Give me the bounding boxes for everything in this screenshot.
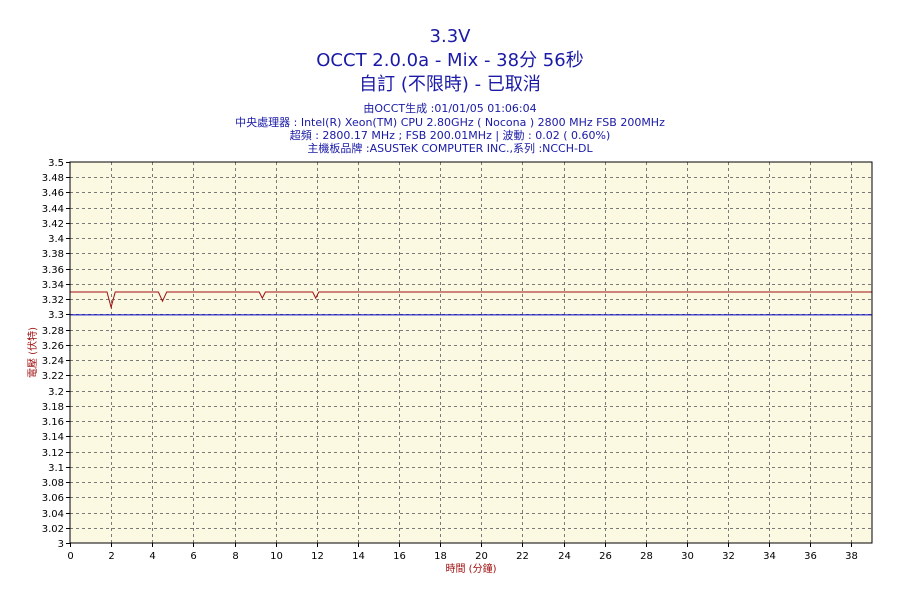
y-tick-label: 3.46 bbox=[42, 188, 64, 199]
y-tick-label: 3.24 bbox=[42, 356, 64, 367]
y-tick-label: 3.3 bbox=[48, 310, 64, 321]
x-tick-label: 10 bbox=[270, 551, 283, 562]
plot-area bbox=[70, 162, 872, 543]
x-tick-label: 24 bbox=[558, 551, 571, 562]
series-line-1 bbox=[70, 291, 872, 310]
x-axis-title: 時間 (分鐘) bbox=[446, 562, 497, 575]
x-axis: 0 2 4 6 8 10 12 14 16 18 20 22 24 26 28 30 32 34 36 38 bbox=[67, 543, 858, 562]
y-tick-label: 3.4 bbox=[48, 234, 64, 245]
y-tick-label: 3.22 bbox=[42, 371, 64, 382]
y-axis: 3 3.02 3.04 3.06 3.08 3.1 3.12 3.14 3.16 3.18 3.2 3… bbox=[42, 158, 70, 550]
x-tick-label: 6 bbox=[190, 551, 196, 562]
chart-title: 3.3V bbox=[429, 26, 471, 47]
x-tick-label: 32 bbox=[722, 551, 735, 562]
y-tick-label: 3.34 bbox=[42, 280, 64, 291]
x-tick-label: 34 bbox=[763, 551, 776, 562]
y-tick-label: 3.26 bbox=[42, 341, 64, 352]
x-tick-label: 28 bbox=[640, 551, 653, 562]
chart-subtitle: OCCT 2.0.0a - Mix - 38分 56秒 bbox=[316, 50, 584, 71]
x-tick-label: 38 bbox=[845, 551, 858, 562]
overclock-info: 超頻 : 2800.17 MHz ; FSB 200.01MHz | 波動 : … bbox=[289, 129, 611, 142]
x-tick-label: 4 bbox=[149, 551, 155, 562]
x-tick-label: 26 bbox=[599, 551, 612, 562]
y-tick-label: 3.44 bbox=[42, 204, 64, 215]
y-tick-label: 3.14 bbox=[42, 432, 64, 443]
series-layer bbox=[70, 291, 872, 316]
x-tick-label: 18 bbox=[434, 551, 447, 562]
x-tick-label: 12 bbox=[311, 551, 324, 562]
x-tick-label: 22 bbox=[516, 551, 529, 562]
x-tick-label: 14 bbox=[352, 551, 365, 562]
y-tick-label: 3.04 bbox=[42, 509, 64, 520]
y-tick-label: 3.12 bbox=[42, 448, 64, 459]
y-tick-label: 3.32 bbox=[42, 295, 64, 306]
x-tick-label: 16 bbox=[393, 551, 406, 562]
y-tick-label: 3.18 bbox=[42, 402, 64, 413]
y-tick-label: 3.42 bbox=[42, 219, 64, 230]
y-tick-label: 3.1 bbox=[48, 463, 64, 474]
y-tick-label: 3.2 bbox=[48, 387, 64, 398]
y-tick-label: 3.06 bbox=[42, 493, 64, 504]
x-tick-label: 30 bbox=[681, 551, 694, 562]
y-axis-title: 電壓 (伏特) bbox=[26, 327, 39, 378]
y-tick-label: 3.36 bbox=[42, 265, 64, 276]
motherboard-info: 主機板品牌 :ASUSTeK COMPUTER INC.,系列 :NCCH-DL bbox=[307, 142, 593, 155]
grid bbox=[70, 162, 872, 543]
generated-info: 由OCCT生成 :01/01/05 01:06:04 bbox=[363, 102, 537, 115]
x-tick-label: 36 bbox=[804, 551, 817, 562]
y-tick-label: 3 bbox=[58, 539, 64, 550]
x-tick-label: 20 bbox=[475, 551, 488, 562]
x-tick-label: 8 bbox=[232, 551, 238, 562]
y-tick-label: 3.5 bbox=[48, 158, 64, 169]
test-mode: 自訂 (不限時) - 已取消 bbox=[359, 74, 541, 95]
y-tick-label: 3.16 bbox=[42, 417, 64, 428]
cpu-info: 中央處理器 : Intel(R) Xeon(TM) CPU 2.80GHz ( … bbox=[235, 116, 665, 129]
y-tick-label: 3.28 bbox=[42, 326, 64, 337]
y-tick-label: 3.02 bbox=[42, 524, 64, 535]
x-tick-label: 0 bbox=[67, 551, 73, 562]
plot-frame bbox=[69, 161, 873, 544]
y-tick-label: 3.08 bbox=[42, 478, 64, 489]
y-tick-label: 3.48 bbox=[42, 173, 64, 184]
y-tick-label: 3.38 bbox=[42, 249, 64, 260]
x-tick-label: 2 bbox=[108, 551, 114, 562]
